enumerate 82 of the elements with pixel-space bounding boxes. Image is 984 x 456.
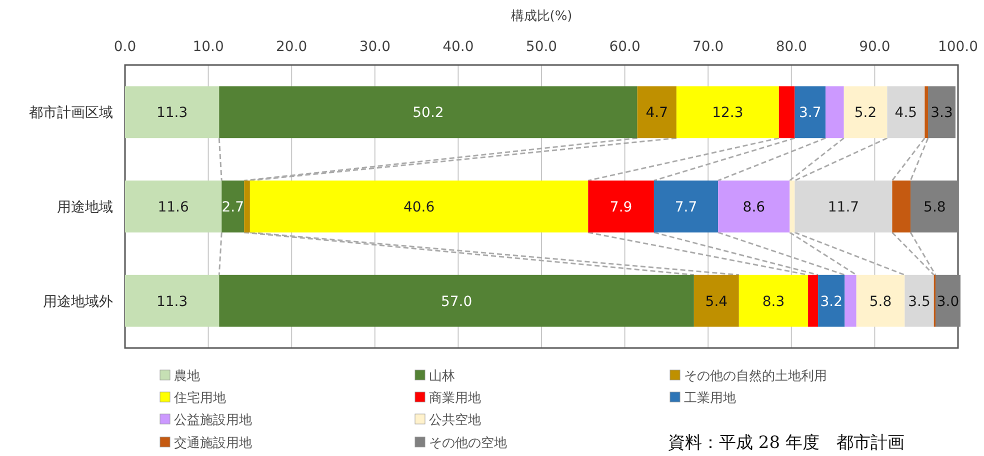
legend-label: 商業用地 [429, 391, 481, 406]
data-label: 5.4 [705, 294, 728, 310]
text: 資料：平成 28 年度 都市計画 [668, 433, 904, 453]
data-label: 5.8 [869, 294, 892, 310]
legend-label: 公共空地 [429, 413, 481, 428]
bar [219, 274, 694, 327]
bar [790, 180, 795, 232]
bar [910, 180, 959, 232]
bar [887, 86, 925, 138]
x-tick-label: 0.0 [114, 39, 136, 55]
bar [818, 274, 845, 327]
x-tick-label: 20.0 [276, 39, 308, 55]
x-tick-label: 70.0 [692, 39, 724, 55]
x-tick-label: 100.0 [938, 39, 978, 55]
bar [794, 86, 826, 138]
data-label: 3.0 [936, 294, 960, 310]
bar [588, 180, 654, 232]
data-label: 8.6 [742, 200, 766, 216]
bar [637, 86, 676, 138]
data-label: 3.2 [820, 294, 843, 310]
legend-label: 公益施設用地 [174, 413, 252, 428]
x-tick-label: 60.0 [609, 39, 640, 55]
bar [718, 180, 790, 232]
bar [219, 86, 638, 138]
bar [844, 274, 856, 327]
data-label: 2.7 [222, 200, 244, 216]
x-tick-label: 40.0 [442, 39, 474, 55]
data-label: 11.7 [828, 200, 860, 216]
legend-label: 交通施設用地 [174, 435, 252, 451]
bar [892, 180, 911, 232]
x-tick-label: 30.0 [359, 39, 390, 55]
data-label: 40.6 [403, 200, 435, 216]
x-tick-label: 80.0 [776, 39, 807, 55]
y-tick-label: 都市計画区域 [29, 105, 113, 122]
data-label: 3.7 [799, 105, 822, 122]
bar [654, 180, 718, 232]
data-label: 50.2 [412, 105, 444, 122]
bar [826, 86, 844, 138]
bar [244, 180, 250, 232]
data-label: 57.0 [440, 294, 472, 310]
bar [125, 180, 222, 232]
legend-label: その他の自然的土地利用 [684, 369, 827, 384]
bar [222, 180, 244, 232]
data-label: 4.7 [646, 105, 668, 122]
bar [125, 274, 220, 327]
bar [778, 86, 795, 138]
bar [676, 86, 779, 138]
bar [694, 274, 739, 327]
data-label: 7.9 [610, 200, 632, 216]
bar [844, 86, 888, 138]
bar [808, 274, 818, 327]
data-label: 11.6 [158, 200, 189, 216]
y-tick-label: 用途地域外 [43, 294, 113, 310]
bar [928, 86, 956, 138]
bar [738, 274, 808, 327]
bar [125, 86, 220, 138]
data-label: 12.3 [712, 105, 744, 122]
data-label: 3.5 [908, 294, 930, 310]
legend-label: 農地 [174, 369, 200, 384]
data-label: 8.3 [762, 294, 785, 310]
data-label: 3.3 [930, 105, 953, 122]
x-tick-label: 50.0 [526, 39, 558, 55]
x-tick-label: 90.0 [859, 39, 890, 55]
bar [904, 274, 934, 327]
data-label: 11.3 [156, 105, 188, 122]
legend-label: 住宅用地 [173, 390, 226, 406]
bar [250, 180, 588, 232]
data-label: 7.7 [674, 200, 698, 216]
legend-label: 工業用地 [684, 391, 736, 406]
data-label: 5.2 [854, 105, 877, 122]
data-label: 4.5 [894, 105, 918, 122]
bar [856, 274, 905, 327]
data-label: 5.8 [924, 200, 946, 216]
y-tick-label: 用途地域 [57, 200, 113, 216]
legend-label: 山林 [429, 369, 455, 384]
x-tick-label: 10.0 [192, 39, 224, 55]
bar [924, 86, 928, 138]
bar [794, 180, 892, 232]
data-label: 11.3 [156, 294, 188, 310]
legend-label: その他の空地 [429, 436, 507, 451]
x-axis-title: 構成比(%) [510, 9, 572, 24]
bar [936, 274, 960, 327]
